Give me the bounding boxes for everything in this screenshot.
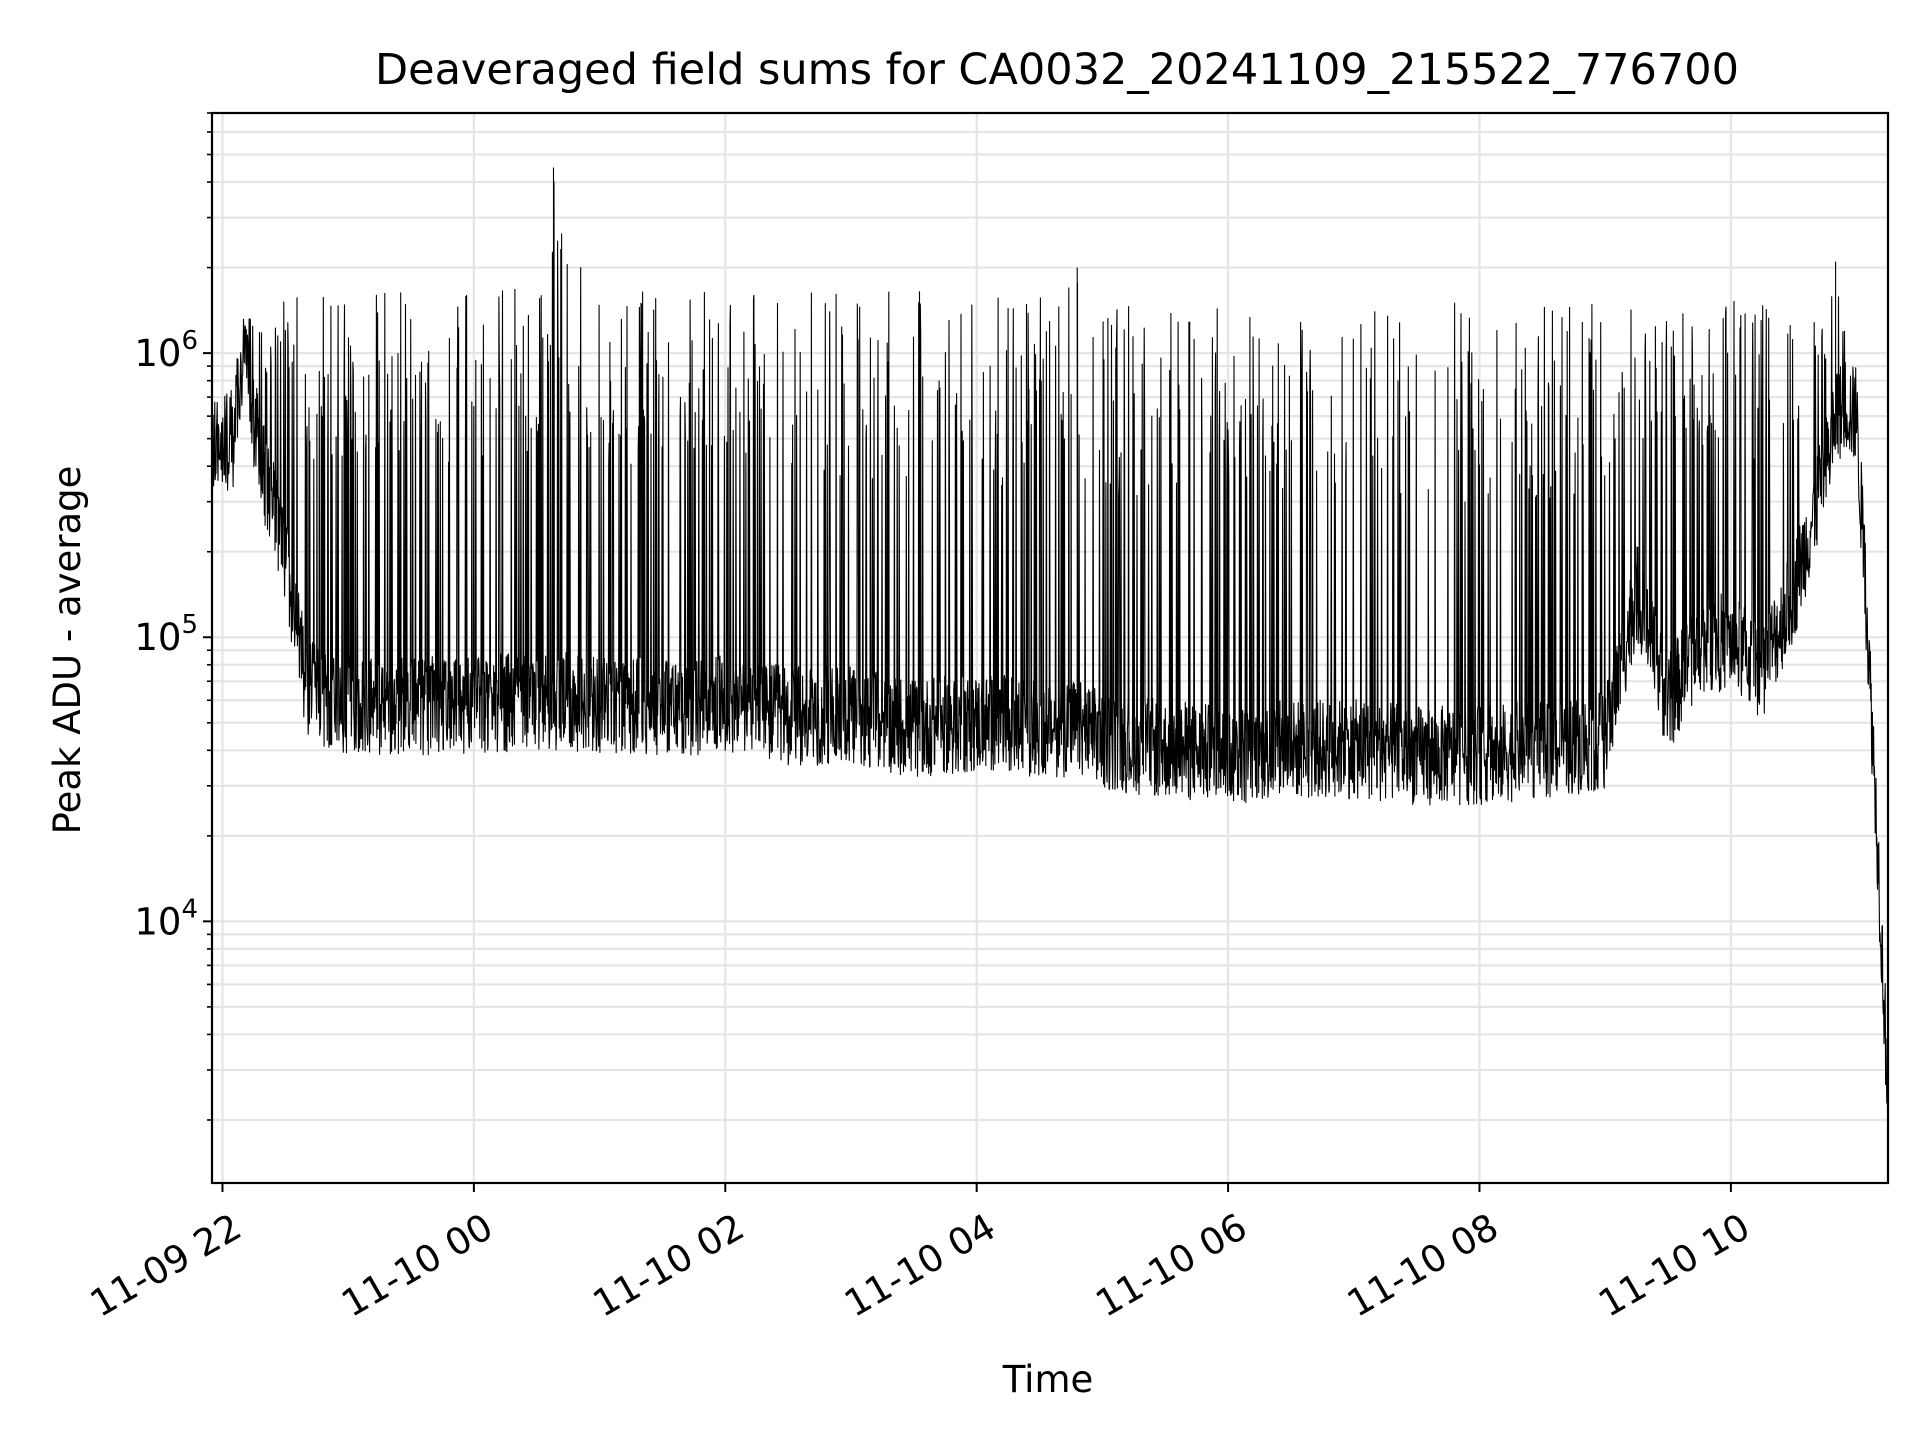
y-tick-label: 104 <box>134 894 198 943</box>
plot-area <box>211 167 1889 1137</box>
series-line <box>211 167 1889 1137</box>
chart-title: Deaveraged field sums for CA0032_2024110… <box>375 45 1739 95</box>
x-axis-label: Time <box>1002 1358 1094 1401</box>
y-axis: 104 105 106 <box>134 112 212 1121</box>
y-tick-label: 105 <box>134 610 198 659</box>
y-axis-label: Peak ADU - average <box>46 466 89 835</box>
y-tick-label: 106 <box>134 326 198 375</box>
axes-frame <box>210 111 1890 1185</box>
